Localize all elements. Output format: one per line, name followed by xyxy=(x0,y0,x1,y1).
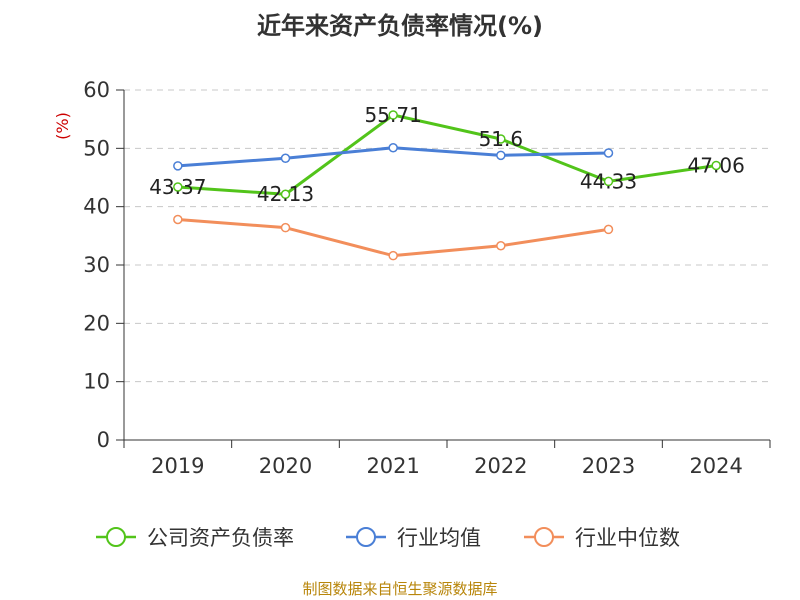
series-line xyxy=(177,113,717,196)
y-tick-label: 50 xyxy=(83,136,110,160)
x-tick-label: 2023 xyxy=(582,454,635,478)
legend-item: 行业中位数 xyxy=(524,526,680,550)
series-1 xyxy=(173,110,721,199)
data-point xyxy=(173,182,183,192)
legend: 公司资产负债率 行业均值 行业中位数 xyxy=(96,526,680,550)
data-label: 51.6 xyxy=(479,127,524,151)
data-point xyxy=(496,241,506,251)
data-point xyxy=(388,110,398,120)
series-3 xyxy=(173,214,614,261)
x-tick-label: 2022 xyxy=(474,454,527,478)
data-point xyxy=(388,250,398,261)
legend-item: 行业均值 xyxy=(346,526,481,550)
chart-title: 近年来资产负债率情况(%) xyxy=(257,12,543,40)
series-lines xyxy=(173,110,721,261)
data-point xyxy=(603,224,614,235)
y-tick-label: 30 xyxy=(83,253,110,277)
data-point xyxy=(280,189,291,199)
data-point xyxy=(496,150,506,161)
data-point xyxy=(603,176,614,187)
x-tick-label: 2020 xyxy=(259,454,312,478)
series-line xyxy=(177,218,609,258)
data-label: 55.71 xyxy=(365,103,422,127)
y-tick-label: 20 xyxy=(83,311,110,335)
gridlines xyxy=(124,89,770,383)
legend-item: 公司资产负债率 xyxy=(96,526,294,550)
axes: 0 10 20 30 40 50 60 2019 2020 2021 2022 2023 2024 xyxy=(83,78,771,478)
data-point xyxy=(173,214,183,225)
data-label: 43.37 xyxy=(149,175,206,199)
data-point xyxy=(280,153,291,163)
legend-label: 行业中位数 xyxy=(575,526,680,550)
data-point xyxy=(496,134,506,144)
x-tick-label: 2024 xyxy=(689,454,742,478)
y-tick-label: 60 xyxy=(83,78,110,102)
data-point xyxy=(173,161,183,171)
y-tick-label: 10 xyxy=(83,370,110,394)
y-axis-label: (%) xyxy=(53,112,72,140)
source-note: 制图数据来自恒生聚源数据库 xyxy=(302,580,498,598)
y-tick-label: 0 xyxy=(97,428,110,452)
legend-label: 公司资产负债率 xyxy=(147,526,294,550)
data-point xyxy=(711,160,721,171)
y-tick-label: 40 xyxy=(83,195,110,219)
data-labels: 43.37 42.13 55.71 51.6 44.33 47.06 xyxy=(149,103,745,206)
data-label: 44.33 xyxy=(580,169,637,193)
legend-marker xyxy=(106,527,126,547)
legend-label: 行业均值 xyxy=(397,526,481,550)
data-label: 47.06 xyxy=(688,153,745,177)
legend-marker xyxy=(534,527,554,547)
data-point xyxy=(388,143,398,153)
data-label: 42.13 xyxy=(257,182,314,206)
data-point xyxy=(603,148,614,158)
x-tick-label: 2019 xyxy=(151,454,204,478)
x-tick-label: 2021 xyxy=(366,454,419,478)
data-point xyxy=(280,222,291,233)
series-2 xyxy=(173,143,614,171)
legend-marker xyxy=(356,527,376,547)
